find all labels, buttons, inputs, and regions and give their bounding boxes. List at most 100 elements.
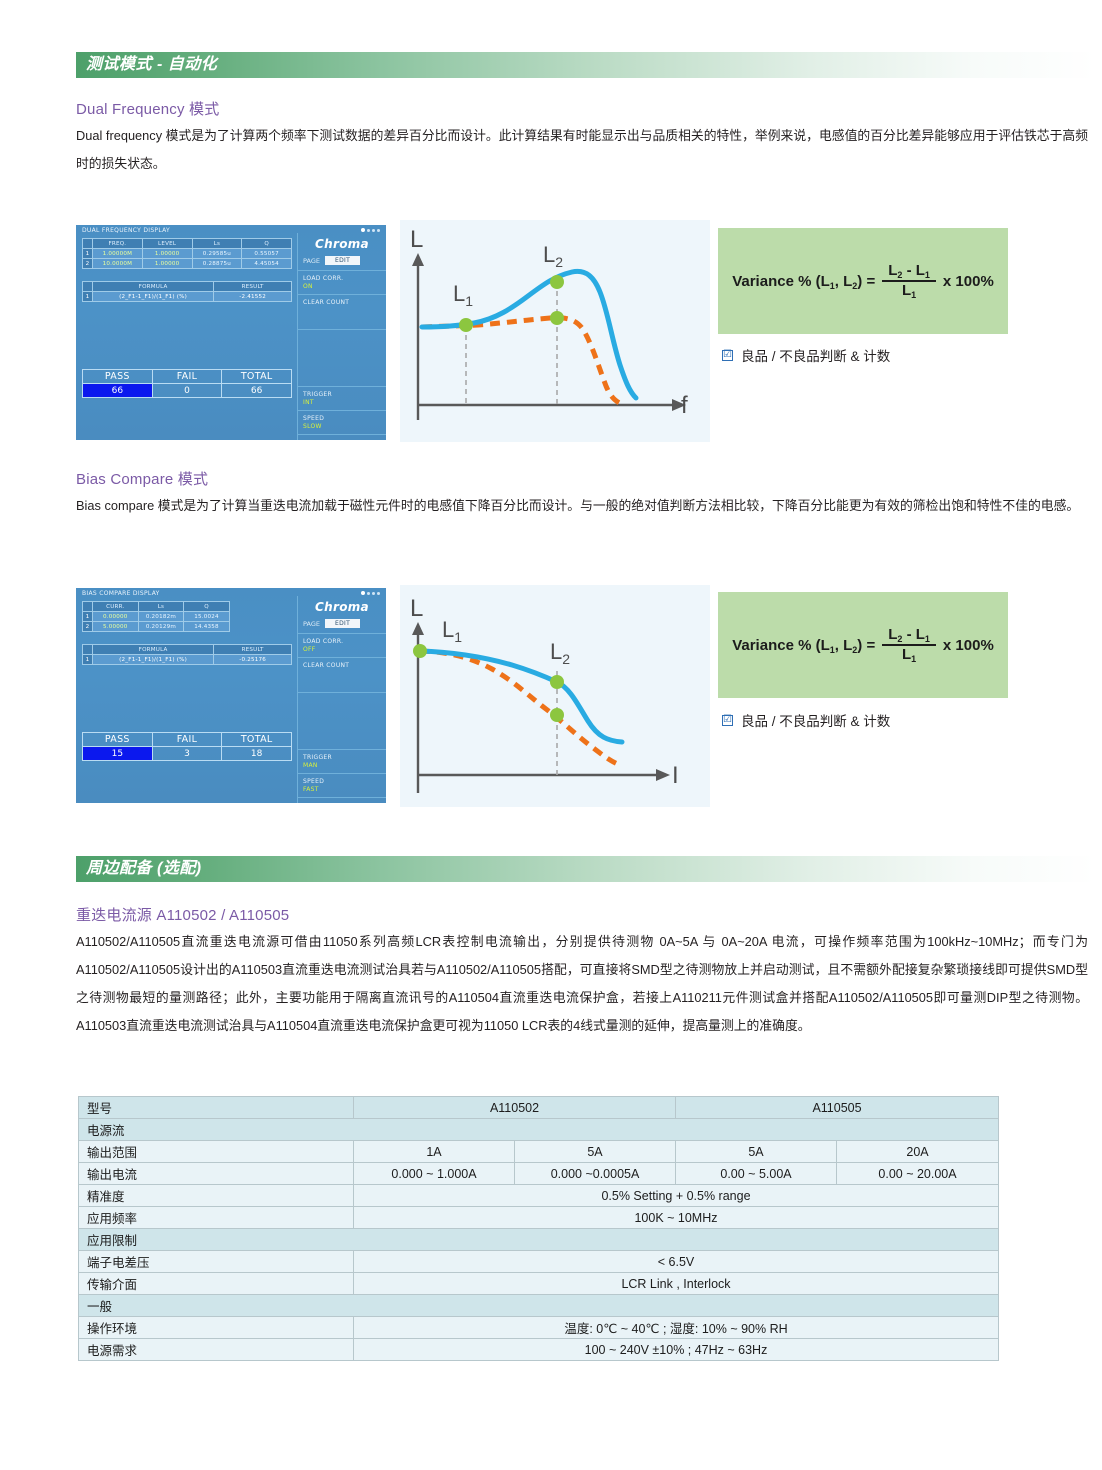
formula-lhs-sub1: 1 <box>829 644 835 655</box>
check-icon: ☑ <box>722 349 733 361</box>
marker-l1 <box>459 318 473 332</box>
edit-button[interactable]: EDIT <box>324 619 361 628</box>
cell-freq: 1.00000M <box>92 248 143 259</box>
cell-level: 1.00000 <box>141 248 193 259</box>
paragraph-peripheral-text: A110502/A110505直流重迭电流源可借由11050系列高频LCR表控制… <box>76 934 1088 1033</box>
table-row: 2 10.0000M 1.00000 0.28875u 4.45054 <box>82 258 292 269</box>
checkline-bias-compare-label: 良品 / 不良品判断 & 计数 <box>741 714 891 729</box>
spec-table-row: 电源流 <box>78 1118 999 1141</box>
spec-row-label: 操作环境 <box>78 1316 354 1339</box>
label-total: TOTAL <box>221 732 292 747</box>
cell-ls: 0.28875u <box>191 258 243 269</box>
counts-panel-dual-frequency: PASS FAIL TOTAL 66 0 66 <box>82 369 292 398</box>
speed-value: FAST <box>303 786 319 793</box>
spec-cell: A110502 <box>353 1096 676 1119</box>
col-index <box>82 281 93 292</box>
counts-header-row: PASS FAIL TOTAL <box>82 369 292 384</box>
page-control[interactable]: PAGE EDIT <box>298 614 386 633</box>
cell-q: 0.55057 <box>241 248 292 259</box>
clear-count-label: CLEAR COUNT <box>303 299 350 306</box>
col-index <box>82 238 93 249</box>
cell-q: 4.45054 <box>241 258 292 269</box>
speed-label: SPEED <box>303 778 325 785</box>
clear-count-button[interactable]: CLEAR COUNT <box>298 294 386 329</box>
speed-button[interactable]: SPEED SLOW <box>298 410 386 434</box>
load-corr-label: LOAD CORR. <box>303 638 344 645</box>
cell-level: 1.00000 <box>141 258 193 269</box>
series-orange-dashed <box>421 315 625 408</box>
spec-row-label: 传输介面 <box>78 1272 354 1295</box>
trigger-value: MAN <box>303 762 318 769</box>
formula-row: 1 (2_F1-1_F1)/(1_F1) (%) -0.25176 <box>82 654 292 665</box>
paragraph-bias-compare-text: Bias compare 模式是为了计算当重迭电流加载于磁性元件时的电感值下降百… <box>76 498 1080 513</box>
spec-table: 型号 A110502 A110505 电源流 输出范围 1A 5A 5A 20A 输出电流 0.00… <box>78 1096 999 1361</box>
den-l: L <box>901 282 912 299</box>
speed-button[interactable]: SPEED FAST <box>298 773 386 797</box>
formula-row: 1 (2_F1-1_F1)/(1_F1) (%) -2.41552 <box>82 291 292 302</box>
formula-numerator: L2 - L1 <box>882 627 936 644</box>
cell-result: -2.41552 <box>213 291 292 302</box>
load-corr-button[interactable]: LOAD CORR. OFF <box>298 633 386 657</box>
spec-row-label: 电源流 <box>78 1118 999 1141</box>
label-total: TOTAL <box>221 369 292 384</box>
formula-header-row: FORMULA RESULT <box>82 281 292 292</box>
cell-ls: 0.20182m <box>137 611 185 622</box>
display-status-dots <box>361 228 380 232</box>
chart-dual-frequency-svg: L f L1 L2 <box>410 226 688 420</box>
spec-table-row: 输出电流 0.000 ~ 1.000A 0.000 ~0.0005A 0.00 ~ 5… <box>78 1162 999 1185</box>
spec-cell: 0.00 ~ 5.00A <box>675 1162 837 1185</box>
display-status-dots <box>361 591 380 595</box>
marker-l2-blue <box>550 675 564 689</box>
counts-table: PASS FAIL TOTAL 15 3 18 <box>82 732 292 761</box>
spec-table-row: 精准度 0.5% Setting + 0.5% range <box>78 1184 999 1207</box>
marker-l1 <box>413 644 427 658</box>
cell-result: -0.25176 <box>213 654 292 665</box>
checkline-bias-compare: ☑ 良品 / 不良品判断 & 计数 <box>722 710 890 730</box>
spec-row-label: 电源需求 <box>78 1338 354 1361</box>
col-formula: FORMULA <box>91 644 215 655</box>
speed-value: SLOW <box>303 423 322 430</box>
x-axis-arrow <box>672 399 686 411</box>
spec-table-row: 操作环境 温度: 0℃ ~ 40℃ ; 湿度: 10% ~ 90% RH <box>78 1316 999 1339</box>
formula-tail: x 100% <box>942 272 994 290</box>
formula-header-row: FORMULA RESULT <box>82 644 292 655</box>
series-orange-dashed <box>419 648 621 768</box>
trigger-button[interactable]: TRIGGER INT <box>298 386 386 410</box>
section-band-peripherals-label: 周边配备 (选配) <box>86 860 202 877</box>
spec-row-label: 型号 <box>78 1096 354 1119</box>
spec-row-label: 一般 <box>78 1294 999 1317</box>
spec-cell: 0.00 ~ 20.00A <box>836 1162 999 1185</box>
x-axis-arrow <box>656 769 670 781</box>
spec-cell: 0.000 ~ 1.000A <box>353 1162 515 1185</box>
edit-button[interactable]: EDIT <box>324 256 361 265</box>
clear-count-button[interactable]: CLEAR COUNT <box>298 657 386 692</box>
trigger-button[interactable]: TRIGGER MAN <box>298 749 386 773</box>
display-side-panel-bias-compare: Chroma PAGE EDIT LOAD CORR. OFF CLEAR CO… <box>297 596 386 803</box>
section-band-peripherals: 周边配备 (选配) <box>76 856 1096 882</box>
formula-denominator: L1 <box>896 646 922 664</box>
col-q: Q <box>183 601 230 612</box>
check-icon: ☑ <box>722 714 733 726</box>
spec-cell: 100K ~ 10MHz <box>353 1206 999 1229</box>
fraction-bar <box>882 280 936 282</box>
display-title-dual-frequency: DUAL FREQUENCY DISPLAY <box>82 227 171 234</box>
formula-lhs-sub1: 1 <box>829 280 835 291</box>
formula-numerator: L2 - L1 <box>882 263 936 280</box>
x-axis-label: f <box>681 392 688 419</box>
num-sub: 2 <box>897 270 903 281</box>
col-result: RESULT <box>213 644 292 655</box>
chroma-logo: Chroma <box>315 600 369 614</box>
side-blank-2 <box>298 797 386 803</box>
value-total: 66 <box>221 383 292 398</box>
num-sub2: 1 <box>924 270 930 281</box>
load-corr-button[interactable]: LOAD CORR. ON <box>298 270 386 294</box>
chart-bias-compare-svg: L I L1 L2 <box>410 595 679 793</box>
row-index: 1 <box>82 291 93 302</box>
spec-cell: 温度: 0℃ ~ 40℃ ; 湿度: 10% ~ 90% RH <box>353 1316 999 1339</box>
spec-cell: < 6.5V <box>353 1250 999 1273</box>
y-axis-arrow <box>412 253 424 266</box>
spec-cell: 20A <box>836 1140 999 1163</box>
page-control[interactable]: PAGE EDIT <box>298 251 386 270</box>
marker-l2-blue <box>550 275 564 289</box>
